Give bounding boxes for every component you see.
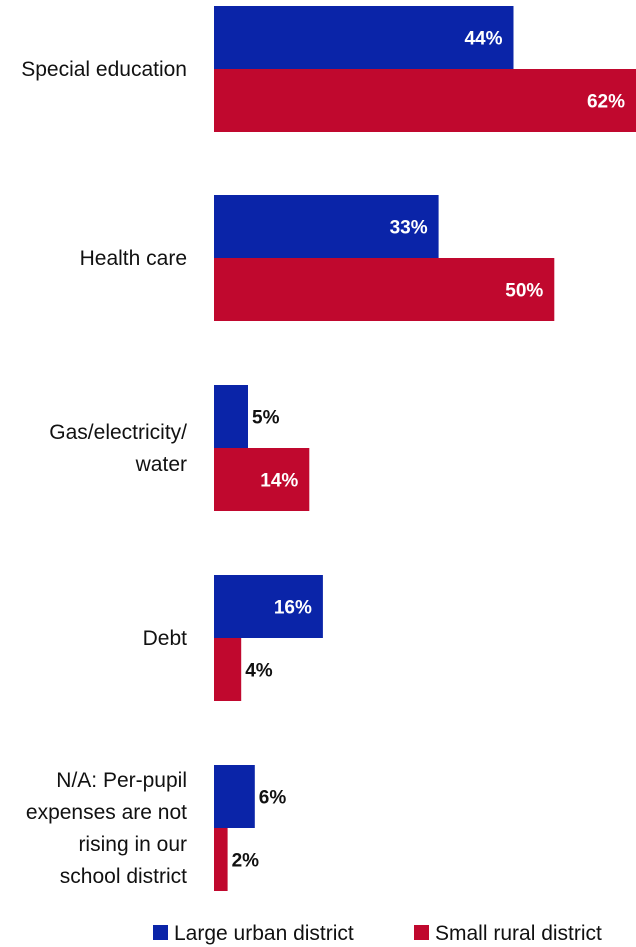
category-label-2-line-1: water — [135, 453, 187, 476]
bar-large-urban-4 — [214, 765, 255, 828]
bar-large-urban-2 — [214, 385, 248, 448]
bar-small-rural-4 — [214, 828, 228, 891]
value-label-large-urban-0: 44% — [464, 29, 502, 50]
legend-swatch-large-urban — [153, 925, 168, 940]
value-label-small-rural-3: 4% — [245, 661, 273, 682]
bar-small-rural-2 — [214, 448, 310, 511]
value-label-large-urban-2: 5% — [252, 408, 280, 429]
value-label-large-urban-3: 16% — [274, 598, 312, 619]
value-label-small-rural-0: 62% — [587, 92, 625, 113]
category-label-4-line-3: school district — [60, 865, 187, 888]
bar-large-urban-0 — [214, 6, 514, 69]
category-label-4-line-1: expenses are not — [26, 801, 187, 824]
bar-small-rural-0 — [214, 69, 636, 132]
bar-small-rural-3 — [214, 638, 242, 701]
bar-small-rural-1 — [214, 258, 555, 321]
category-label-1: Health care — [80, 247, 187, 270]
bar-large-urban-3 — [214, 575, 323, 638]
value-label-large-urban-4: 6% — [259, 788, 287, 809]
value-label-small-rural-2: 14% — [260, 471, 298, 492]
legend-label-small-rural: Small rural district — [435, 922, 602, 945]
category-label-4: N/A: Per-pupil expenses are not rising in … — [26, 769, 187, 888]
category-label-4-line-0: N/A: Per-pupil — [56, 769, 187, 792]
category-label-3-line-0: Debt — [143, 627, 188, 650]
bars-group — [214, 6, 636, 891]
value-labels: 44% 62% 33% 50% 5% 14% 16% 4% 6% 2% — [232, 29, 626, 872]
bar-large-urban-1 — [214, 195, 439, 258]
value-label-small-rural-4: 2% — [232, 851, 260, 872]
category-label-0: Special education — [21, 58, 187, 81]
legend: Large urban district Small rural distric… — [153, 922, 602, 945]
legend-label-large-urban: Large urban district — [174, 922, 354, 945]
category-label-4-line-2: rising in our — [78, 833, 187, 856]
category-label-2: Gas/electricity/water — [49, 421, 187, 476]
category-label-3: Debt — [143, 627, 188, 650]
category-label-1-line-0: Health care — [80, 247, 187, 270]
legend-swatch-small-rural — [414, 925, 429, 940]
value-label-small-rural-1: 50% — [505, 281, 543, 302]
category-label-2-line-0: Gas/electricity/ — [49, 421, 187, 444]
value-label-large-urban-1: 33% — [390, 218, 428, 239]
category-label-0-line-0: Special education — [21, 58, 187, 81]
category-labels: Special education Health care Gas/electric… — [21, 58, 187, 888]
